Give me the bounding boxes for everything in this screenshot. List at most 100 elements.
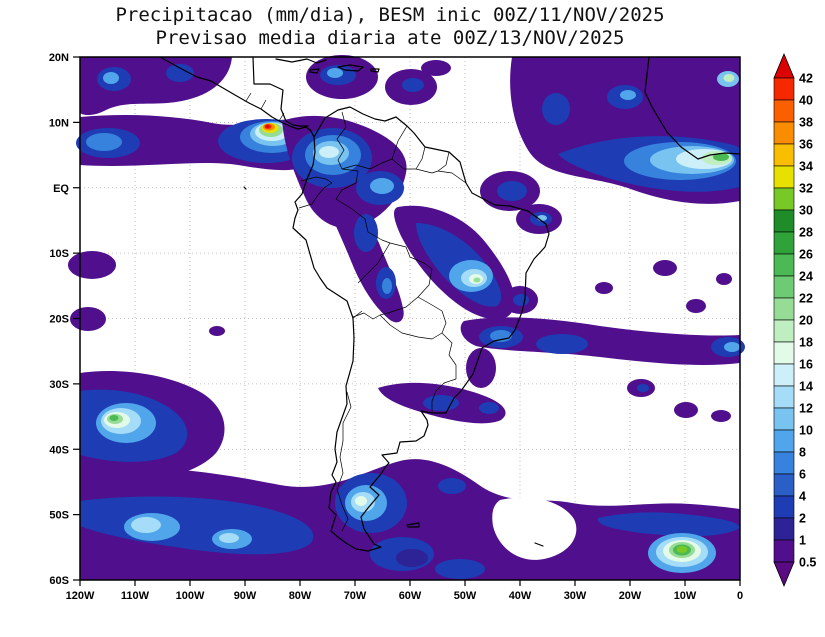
- precip-contour-fill: [355, 496, 367, 506]
- colorbar-segment: [773, 363, 795, 387]
- coastline: [534, 542, 544, 547]
- colorbar-segment: [773, 209, 795, 233]
- y-tick-label: 30S: [49, 379, 69, 391]
- x-tick-label: 30W: [564, 590, 587, 602]
- precip-contour-fill: [382, 278, 392, 294]
- precip-contour-fill: [711, 410, 731, 422]
- precip-contour-fill: [676, 546, 688, 553]
- precip-contour-fill: [466, 348, 496, 388]
- x-tick-label: 40W: [509, 590, 532, 602]
- precip-contour-fill: [70, 307, 106, 331]
- y-axis: 20N 10N EQ 10S 20S 30S 40S 50S 60S: [49, 52, 80, 587]
- precip-contour-fill: [716, 273, 732, 285]
- country-border: [309, 128, 315, 138]
- colorbar-triangle-top: [773, 52, 795, 79]
- precip-contour-fill: [265, 125, 270, 128]
- country-border: [391, 125, 408, 160]
- coastline: [406, 522, 420, 528]
- coastline: [243, 186, 247, 190]
- colorbar-segment: [773, 165, 795, 189]
- country-border: [352, 310, 363, 319]
- colorbar-label: 2: [799, 511, 806, 525]
- colorbar-label: 32: [799, 181, 813, 195]
- colorbar-label: 34: [799, 159, 813, 173]
- country-border: [335, 198, 391, 244]
- precip-contour-fill: [103, 72, 119, 84]
- colorbar-triangle-bottom: [773, 561, 795, 588]
- colorbar-label: 42: [799, 71, 813, 85]
- precip-contour-fill: [473, 277, 481, 283]
- country-border: [379, 296, 419, 316]
- x-tick-label: 70W: [344, 590, 367, 602]
- precip-contour-fill: [354, 214, 378, 252]
- colorbar-label: 18: [799, 335, 813, 349]
- country-border: [389, 242, 433, 298]
- x-tick-label: 20W: [619, 590, 642, 602]
- chart-title-line1: Precipitacao (mm/dia), BESM inic 00Z/11/…: [115, 4, 664, 26]
- precip-contour-fill: [131, 517, 161, 533]
- coastline: [252, 56, 309, 127]
- precip-contour-fill: [497, 181, 527, 201]
- colorbar-label: 1: [799, 533, 806, 547]
- precip-contour-fill: [653, 260, 677, 276]
- x-tick-label: 0: [737, 590, 743, 602]
- x-tick-label: 90W: [234, 590, 257, 602]
- x-tick-label: 60W: [399, 590, 422, 602]
- colorbar-label: 38: [799, 115, 813, 129]
- colorbar-segment: [773, 275, 795, 299]
- colorbar-label: 36: [799, 137, 813, 151]
- x-tick-label: 110W: [121, 590, 150, 602]
- x-axis: 120W 110W 100W 90W 80W 70W 60W 50W 40W 30W 20W 10W 0: [66, 580, 743, 602]
- coastline: [370, 68, 380, 73]
- colorbar-label: 22: [799, 291, 813, 305]
- colorbar-segment: [773, 77, 795, 101]
- country-borders: [245, 92, 467, 532]
- y-tick-label: EQ: [53, 183, 69, 195]
- precip-contour-fill: [542, 93, 570, 125]
- precip-contour-fill: [402, 78, 424, 92]
- coastlines: [159, 56, 741, 552]
- precip-contour-fill: [435, 559, 485, 579]
- precip-contour-fill: [597, 512, 740, 537]
- y-tick-label: 60S: [49, 575, 69, 587]
- country-border: [352, 312, 381, 320]
- precip-contour-fill: [479, 402, 499, 414]
- country-border: [300, 176, 333, 184]
- precip-contour-fill: [674, 402, 698, 418]
- precip-contour-fill: [686, 299, 706, 313]
- colorbar-label: 0.5: [799, 555, 816, 569]
- country-border: [357, 242, 391, 284]
- coastline: [644, 56, 741, 160]
- country-border: [379, 314, 443, 340]
- colorbar-segment: [773, 473, 795, 497]
- country-border: [417, 296, 447, 334]
- colorbar-segment: [773, 121, 795, 145]
- colorbar-segment: [773, 517, 795, 541]
- precip-contour-fill: [522, 459, 574, 495]
- precip-contour-fill: [219, 533, 239, 543]
- colorbar-segment: [773, 495, 795, 519]
- colorbar-label: 20: [799, 313, 813, 327]
- precip-contour-fill: [370, 178, 394, 194]
- x-tick-label: 100W: [176, 590, 205, 602]
- x-tick-label: 120W: [66, 590, 95, 602]
- colorbar-label: 26: [799, 247, 813, 261]
- precip-contour-fill: [713, 153, 729, 161]
- colorbar-label: 24: [799, 269, 813, 283]
- coastline: [292, 106, 550, 552]
- precip-contour-fill: [396, 549, 428, 567]
- colorbar-segment: [773, 143, 795, 167]
- country-border: [415, 151, 450, 174]
- colorbar-segment: [773, 253, 795, 277]
- precip-contour-fill: [86, 133, 122, 151]
- country-border: [335, 168, 359, 200]
- colorbar-label: 16: [799, 357, 813, 371]
- country-border: [341, 158, 393, 170]
- colorbar-label: 8: [799, 445, 806, 459]
- x-tick-label: 80W: [289, 590, 312, 602]
- precip-contour-fill: [637, 384, 649, 392]
- precip-contour-fill: [492, 497, 577, 560]
- precipitation-shading: [68, 55, 745, 580]
- colorbar-segment: [773, 297, 795, 321]
